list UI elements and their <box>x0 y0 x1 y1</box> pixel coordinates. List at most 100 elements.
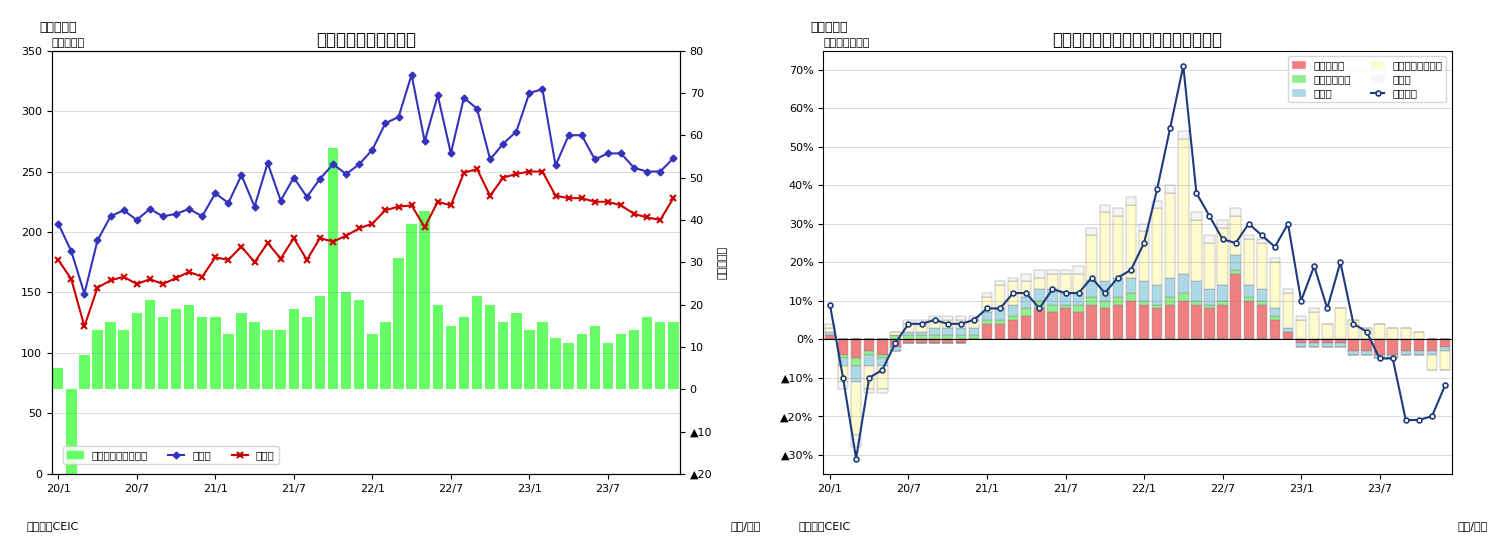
Bar <box>642 317 653 389</box>
Bar <box>982 312 992 320</box>
Bar <box>929 336 939 339</box>
Bar <box>1178 274 1188 293</box>
Bar <box>1191 301 1202 305</box>
Bar <box>1021 274 1031 282</box>
Bar <box>1283 332 1294 339</box>
Bar <box>354 300 365 389</box>
Bar <box>1217 227 1228 285</box>
Bar <box>1021 309 1031 316</box>
Bar <box>1440 339 1451 347</box>
Bar <box>995 324 1006 339</box>
Title: マレーシア　貿易収支: マレーシア 貿易収支 <box>315 31 416 49</box>
Bar <box>1374 339 1384 354</box>
Bar <box>995 309 1006 320</box>
Bar <box>1152 309 1163 339</box>
Bar <box>878 339 888 354</box>
Bar <box>851 339 861 358</box>
Bar <box>1205 235 1215 243</box>
Bar <box>1125 278 1136 293</box>
Bar <box>956 328 967 336</box>
Bar <box>1348 320 1359 339</box>
Bar <box>1099 282 1110 301</box>
Bar <box>1152 208 1163 285</box>
Bar <box>1440 351 1451 370</box>
Bar <box>1060 293 1071 305</box>
Bar <box>1060 270 1071 274</box>
Title: マレーシア　輸出の伸び率（品目別）: マレーシア 輸出の伸び率（品目別） <box>1053 31 1223 49</box>
Bar <box>1047 305 1057 312</box>
Bar <box>1060 274 1071 293</box>
Bar <box>1034 270 1045 278</box>
Bar <box>942 336 953 339</box>
Bar <box>1323 339 1333 343</box>
Bar <box>1231 254 1241 270</box>
Bar <box>956 316 967 320</box>
Bar <box>1152 305 1163 309</box>
Bar <box>419 211 430 389</box>
Text: （図表７）: （図表７） <box>39 21 77 34</box>
Bar <box>968 316 979 320</box>
Bar <box>864 339 875 351</box>
Bar <box>825 336 835 339</box>
Bar <box>1113 278 1123 297</box>
Bar <box>394 258 404 389</box>
Bar <box>1139 224 1149 231</box>
Bar <box>1166 305 1175 339</box>
Bar <box>1348 339 1359 351</box>
Bar <box>1244 301 1255 339</box>
Bar <box>1047 289 1057 305</box>
Text: （前年同月比）: （前年同月比） <box>823 38 870 49</box>
Bar <box>276 330 287 389</box>
Bar <box>838 339 849 354</box>
Bar <box>315 296 326 389</box>
Bar <box>1074 312 1084 339</box>
Bar <box>1191 212 1202 220</box>
Bar <box>1086 227 1096 235</box>
Bar <box>1244 297 1255 301</box>
Bar <box>1231 208 1241 216</box>
Bar <box>942 328 953 336</box>
Bar <box>498 321 508 389</box>
Bar <box>1034 289 1045 301</box>
Bar <box>929 320 939 328</box>
Bar <box>917 336 927 339</box>
Bar <box>576 334 587 389</box>
Bar <box>1283 293 1294 328</box>
Bar <box>1295 320 1306 339</box>
Bar <box>1021 282 1031 297</box>
Bar <box>1309 339 1320 343</box>
Bar <box>838 366 849 381</box>
Bar <box>956 336 967 339</box>
Bar <box>511 313 522 389</box>
Bar <box>1166 297 1175 305</box>
Bar <box>1060 305 1071 309</box>
Bar <box>1295 343 1306 347</box>
Bar <box>903 332 914 336</box>
Bar <box>1244 235 1255 239</box>
Bar <box>890 336 900 339</box>
Bar <box>1283 289 1294 293</box>
Bar <box>1074 266 1084 274</box>
Bar <box>1335 343 1345 347</box>
Bar <box>1047 312 1057 339</box>
Bar <box>851 381 861 436</box>
Bar <box>968 320 979 328</box>
Bar <box>1205 309 1215 339</box>
Bar <box>668 321 679 389</box>
Bar <box>210 317 220 389</box>
Bar <box>917 320 927 324</box>
Bar <box>1362 339 1372 351</box>
Bar <box>1113 305 1123 339</box>
Bar <box>1231 270 1241 274</box>
Bar <box>249 321 259 389</box>
Bar <box>158 317 169 389</box>
Bar <box>1205 289 1215 305</box>
Bar <box>878 366 888 389</box>
Bar <box>1125 301 1136 339</box>
Bar <box>1256 301 1267 305</box>
Bar <box>1113 208 1123 216</box>
Bar <box>1401 351 1411 354</box>
Bar <box>1256 239 1267 243</box>
Bar <box>1256 305 1267 339</box>
Bar <box>878 354 888 358</box>
